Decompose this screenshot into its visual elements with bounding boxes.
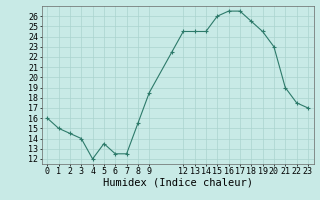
X-axis label: Humidex (Indice chaleur): Humidex (Indice chaleur) xyxy=(103,178,252,188)
